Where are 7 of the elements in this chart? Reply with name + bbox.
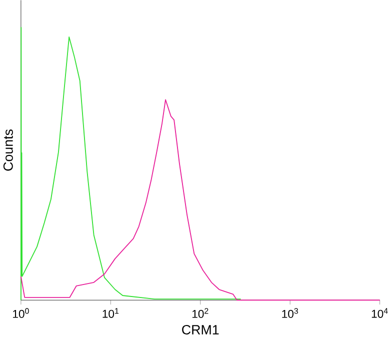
x-tick-label: 10$^{0}$	[13, 308, 29, 318]
x-tick-label: 10$^{1}$	[102, 308, 119, 318]
x-tick-label: 10$^{3}$	[282, 308, 298, 318]
y-axis-title: Counts	[3, 129, 13, 171]
x-tick-label: 10$^{2}$	[192, 308, 208, 318]
x-axis-title: CRM1	[182, 325, 219, 335]
x-tick-label: 10$^{4}$	[372, 308, 388, 318]
